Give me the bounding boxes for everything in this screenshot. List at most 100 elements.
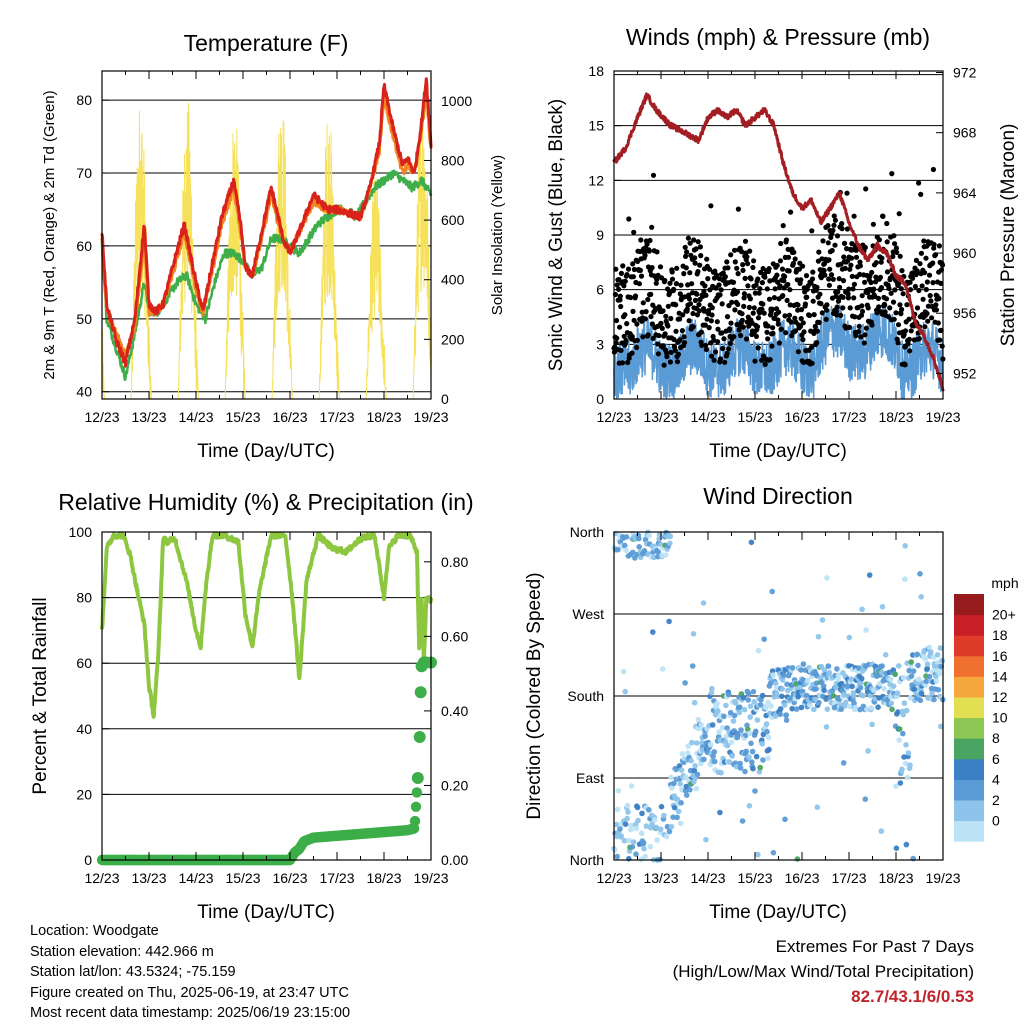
direction-point [777, 711, 783, 718]
gust-point [935, 320, 941, 326]
y-tick-label: 100 [69, 524, 93, 540]
direction-point [708, 690, 715, 696]
gust-point [672, 347, 678, 354]
direction-point [755, 647, 762, 654]
gust-point [732, 259, 738, 265]
gust-point [825, 223, 831, 229]
gust-point [809, 276, 816, 282]
gust-point [921, 238, 927, 244]
gust-point [769, 343, 775, 349]
direction-point [936, 670, 943, 677]
y-tick-label: 0 [84, 852, 92, 868]
gust-point [690, 310, 696, 317]
gust-point [857, 263, 864, 269]
gust-point [642, 316, 649, 322]
gust-point [849, 255, 855, 261]
direction-point [731, 712, 738, 719]
gust-point [677, 337, 683, 343]
gust-point [649, 224, 655, 230]
y-tick-label: 40 [76, 384, 92, 400]
direction-point [753, 753, 760, 760]
gust-point [755, 276, 761, 282]
gust-point [662, 277, 668, 284]
gust-point [850, 286, 856, 292]
gust-point [712, 268, 718, 274]
gust-point [808, 344, 815, 350]
gust-point [638, 237, 644, 243]
precip-point [413, 731, 426, 743]
direction-point [779, 686, 785, 692]
gust-point [703, 346, 710, 353]
gust-point [826, 282, 833, 288]
gust-point [737, 332, 744, 339]
gust-point [851, 281, 858, 287]
gust-point [788, 209, 794, 215]
direction-point [746, 754, 752, 760]
gust-point [853, 254, 860, 260]
y2-axis-label: Solar Insolation (Yellow) [489, 155, 506, 315]
gust-point [775, 321, 781, 327]
direction-point [711, 749, 718, 755]
y-tick-label: 15 [588, 118, 604, 134]
direction-point [860, 692, 866, 699]
colorbar-label: 14 [992, 668, 1008, 684]
direction-point [691, 767, 698, 774]
direction-point [849, 683, 855, 690]
colorbar-label: 8 [992, 730, 1000, 746]
gust-point [701, 288, 707, 294]
x-tick-label: 18/23 [878, 409, 913, 425]
direction-point [667, 533, 674, 540]
gust-point [637, 248, 643, 255]
gust-point [904, 302, 910, 308]
gust-point [636, 281, 643, 287]
direction-point [789, 705, 795, 712]
gust-point [907, 279, 913, 285]
direction-point [710, 753, 716, 760]
gust-point [753, 333, 760, 339]
gust-point [739, 311, 745, 317]
gust-point [840, 278, 847, 284]
gust-point [679, 328, 686, 334]
gust-point [897, 302, 903, 308]
gust-point [891, 233, 897, 239]
direction-point [878, 669, 885, 676]
gust-point [937, 337, 943, 343]
colorbar-swatch [954, 800, 984, 822]
gust-point [653, 280, 659, 286]
direction-point [682, 680, 688, 686]
direction-point [622, 688, 628, 695]
gust-point [662, 331, 668, 337]
gust-point [715, 339, 721, 345]
gust-point [795, 302, 801, 308]
gust-point [721, 336, 727, 342]
gust-point [750, 264, 756, 271]
y-tick-label: 18 [588, 63, 604, 79]
colorbar-label: 2 [992, 792, 1000, 808]
x-tick-label: 13/23 [643, 870, 678, 886]
gust-point [686, 318, 692, 324]
y-axis-label: 2m & 9m T (Red, Orange) & 2m Td (Green) [41, 90, 58, 379]
y-tick-label: South [567, 688, 604, 704]
gust-point [735, 206, 742, 212]
gust-point [840, 305, 846, 311]
gust-point [786, 312, 793, 318]
direction-point [677, 781, 684, 787]
gust-point [862, 279, 868, 285]
gust-point [622, 312, 628, 318]
gust-point [834, 233, 841, 239]
direction-point [938, 723, 944, 730]
gust-point [735, 301, 741, 307]
colorbar-label: 12 [992, 689, 1008, 705]
y2-tick-label: 0.80 [441, 554, 468, 570]
gust-point [671, 286, 677, 292]
x-tick-label: 17/23 [319, 870, 354, 886]
direction-point [650, 629, 656, 635]
gust-point [784, 297, 790, 303]
gust-point [703, 342, 709, 348]
gust-point [810, 298, 816, 304]
gust-point [702, 283, 708, 289]
gust-point [916, 180, 922, 186]
gust-point [871, 286, 877, 292]
x-tick-label: 12/23 [596, 870, 631, 886]
gust-point [661, 362, 667, 368]
